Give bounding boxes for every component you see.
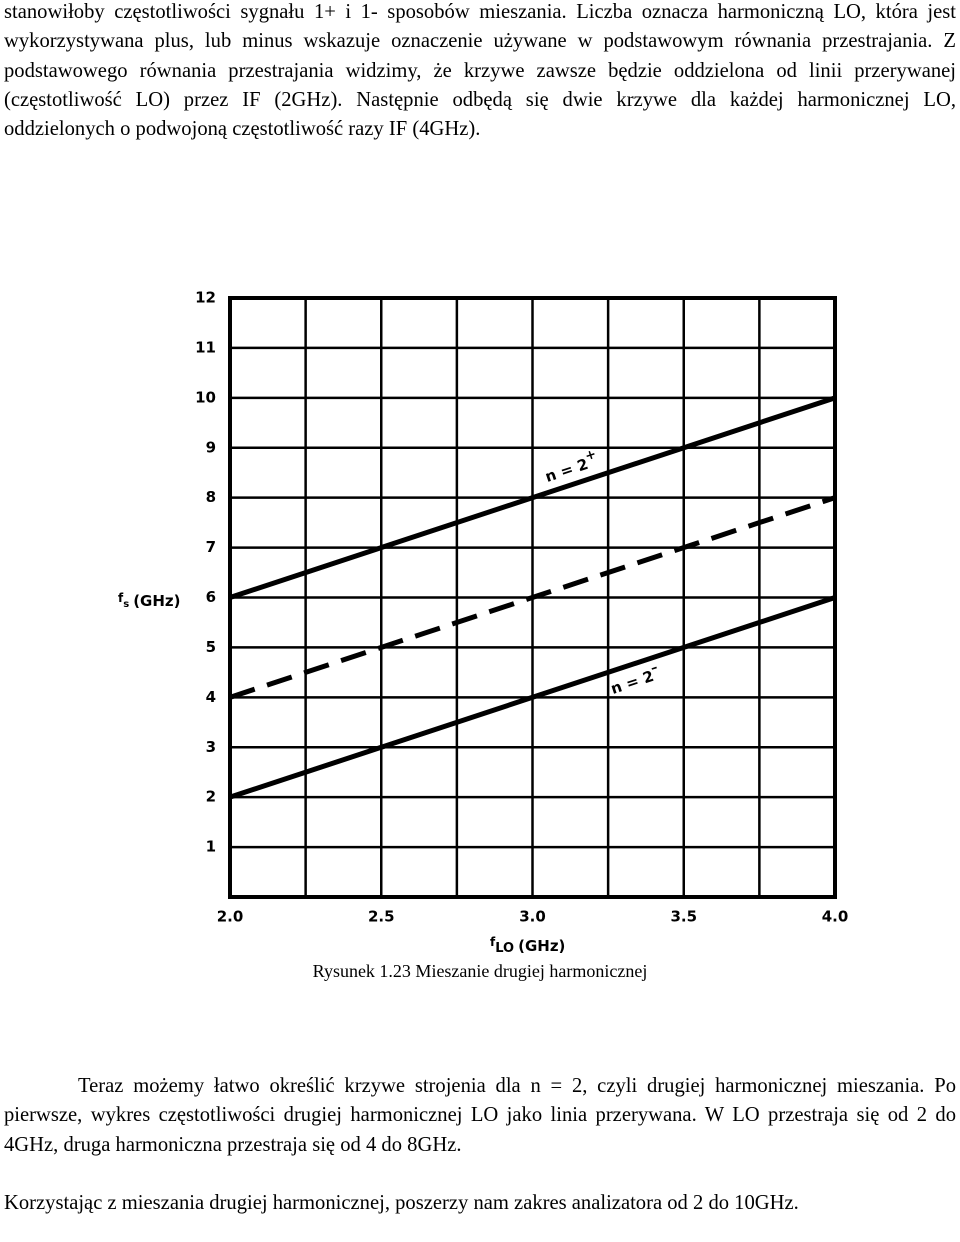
paragraph: Korzystając z mieszania drugiej harmonic… <box>4 1192 799 1214</box>
label-symbol: f <box>490 935 496 949</box>
x-tick-label: 3.0 <box>519 908 546 926</box>
label-unit: (GHz) <box>133 592 180 610</box>
y-tick-label: 6 <box>206 588 216 606</box>
y-tick-label: 5 <box>206 638 216 656</box>
line-label-sup: – <box>649 660 660 676</box>
y-tick-label: 7 <box>206 538 216 556</box>
data-line <box>229 495 836 700</box>
y-tick-label: 8 <box>206 488 216 506</box>
line-label-sup: + <box>583 446 598 464</box>
y-tick-label: 11 <box>195 338 216 356</box>
paragraph: Teraz możemy łatwo określić krzywe stroj… <box>4 1075 956 1156</box>
paragraph: stanowiłoby częstotliwości sygnału 1+ i … <box>4 1 956 141</box>
x-tick-label: 2.5 <box>368 908 395 926</box>
label-unit: (GHz) <box>518 937 565 955</box>
y-tick-label: 3 <box>206 738 216 756</box>
figure-caption: Rysunek 1.23 Mieszanie drugiej harmonicz… <box>312 961 648 981</box>
y-tick-label: 9 <box>206 438 216 456</box>
data-line <box>229 395 836 600</box>
label-symbol: f <box>118 591 124 605</box>
y-tick-label: 12 <box>195 289 216 307</box>
x-tick-label: 4.0 <box>822 908 849 926</box>
data-line <box>229 595 836 800</box>
y-axis-label: fs (GHz) <box>118 591 181 611</box>
y-tick-label: 4 <box>206 688 216 706</box>
label-subscript: s <box>123 599 129 610</box>
x-tick-label: 2.0 <box>217 908 244 926</box>
x-tick-label: 3.5 <box>670 908 697 926</box>
y-tick-label: 2 <box>206 788 216 806</box>
y-tick-label: 10 <box>195 388 216 406</box>
y-tick-label: 1 <box>206 838 216 856</box>
label-subscript: LO <box>495 941 514 956</box>
x-axis-label: fLO (GHz) <box>490 935 565 956</box>
